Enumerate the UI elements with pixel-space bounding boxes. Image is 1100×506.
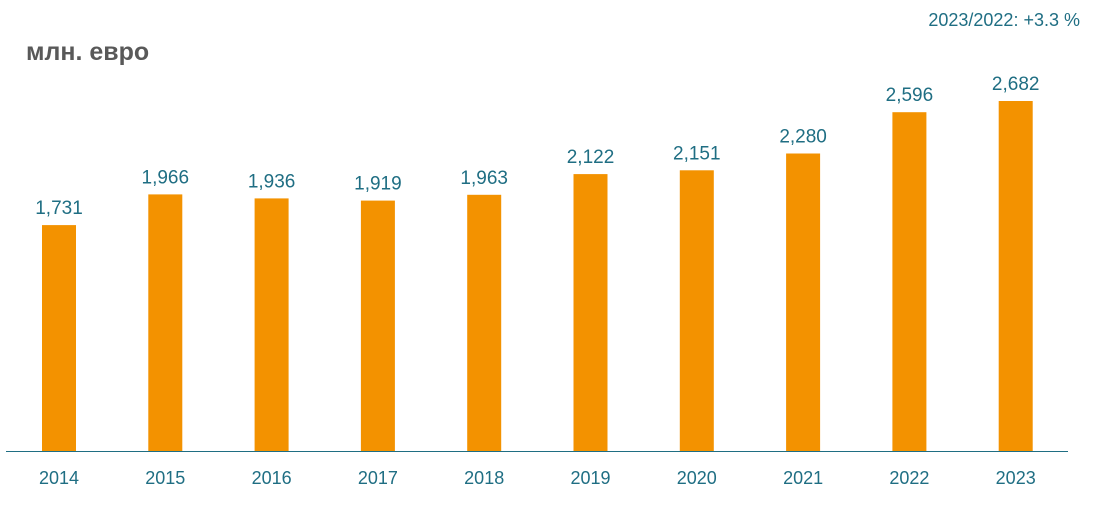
tick-label-2016: 2016 <box>252 468 292 488</box>
tick-label-2022: 2022 <box>889 468 929 488</box>
unit-label: млн. евро <box>26 38 150 66</box>
bar-2021 <box>786 153 821 451</box>
value-label-2023: 2,682 <box>992 74 1040 95</box>
value-label-2022: 2,596 <box>886 85 934 106</box>
value-label-2016: 1,936 <box>248 171 296 192</box>
bar-2014 <box>42 225 76 451</box>
tick-label-2014: 2014 <box>39 468 79 488</box>
bar-2016 <box>254 198 289 451</box>
value-labels-group: 1,731 1,966 1,936 1,919 1,963 2,122 2,151 2,280… <box>35 74 1039 219</box>
bar-2018 <box>467 194 502 452</box>
value-label-2017: 1,919 <box>354 174 402 195</box>
change-annotation: 2023/2022: +3.3 % <box>928 10 1080 30</box>
value-label-2018: 1,963 <box>460 168 508 189</box>
bar-2019 <box>573 174 608 451</box>
value-label-2015: 1,966 <box>142 167 190 188</box>
tick-label-2017: 2017 <box>358 468 398 488</box>
bar-2023 <box>998 101 1033 451</box>
tick-labels-group: 2014 2015 2016 2017 2018 2019 2020 2021 2022 2023 <box>39 468 1036 488</box>
value-label-2020: 2,151 <box>673 143 721 164</box>
tick-label-2015: 2015 <box>145 468 185 488</box>
bar-2017 <box>360 200 395 451</box>
tick-label-2019: 2019 <box>570 468 610 488</box>
bar-2022 <box>892 112 927 451</box>
tick-label-2023: 2023 <box>996 468 1036 488</box>
tick-label-2021: 2021 <box>783 468 823 488</box>
bars-group <box>42 101 1033 452</box>
tick-label-2020: 2020 <box>677 468 717 488</box>
bar-2015 <box>148 194 183 451</box>
value-label-2021: 2,280 <box>779 127 827 148</box>
tick-label-2018: 2018 <box>464 468 504 488</box>
bar-2020 <box>679 170 714 452</box>
value-label-2014: 1,731 <box>35 198 83 219</box>
value-label-2019: 2,122 <box>567 147 615 168</box>
